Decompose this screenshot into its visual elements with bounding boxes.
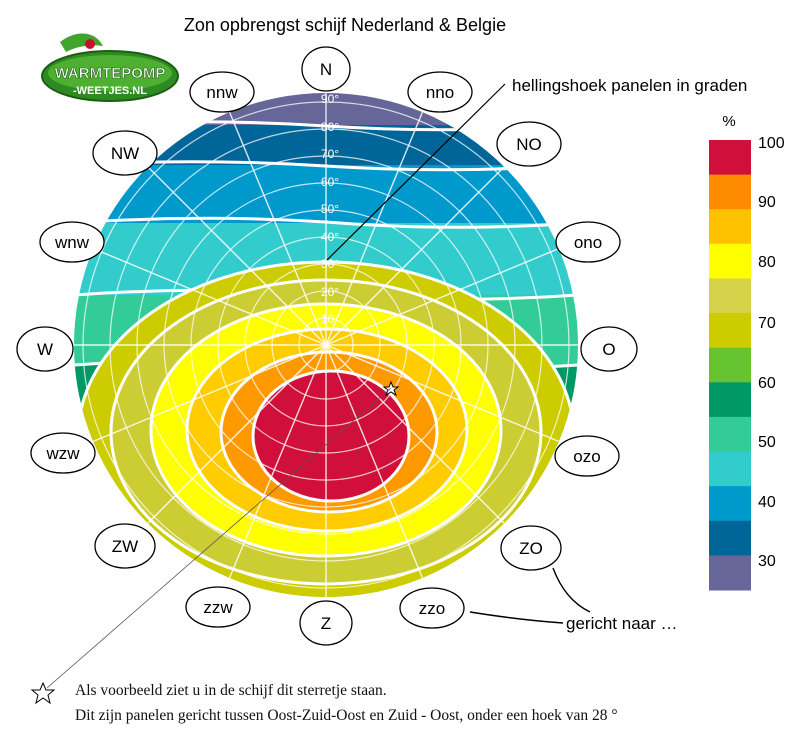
direction-label: nno	[426, 83, 454, 102]
legend-swatch	[709, 382, 751, 418]
legend-swatch	[709, 416, 751, 453]
footnote-line-2: Dit zijn panelen gericht tussen Oost-Zui…	[75, 707, 618, 724]
direction-label: N	[320, 60, 332, 79]
color-legend: % 100 90 80 70 60 50 40 30	[709, 113, 785, 591]
tilt-label: 80°	[321, 120, 339, 134]
legend-tick-label: 100	[758, 135, 785, 152]
direction-label: zzo	[419, 599, 445, 618]
direction-label: ZO	[519, 539, 543, 558]
diagram-title: Zon opbrengst schijf Nederland & Belgie	[184, 15, 506, 35]
direction-zo: ZO	[500, 525, 562, 571]
legend-tick-label: 40	[758, 494, 776, 511]
tilt-label: 30°	[321, 257, 339, 271]
direction-ozo: ozo	[554, 435, 620, 477]
direction-label: NO	[516, 135, 542, 154]
direction-n: N	[301, 46, 351, 92]
legend-swatch	[709, 140, 751, 176]
direction-label: wnw	[54, 233, 90, 252]
legend-tick-label: 70	[758, 315, 776, 332]
legend-tick-label: 30	[758, 553, 776, 570]
tilt-label: 10°	[321, 312, 339, 326]
example-pointer-line	[46, 387, 392, 689]
direction-no: NO	[496, 121, 562, 167]
legend-unit: %	[722, 113, 735, 130]
logo-line2: -WEETJES.NL	[73, 85, 147, 97]
legend-swatch	[709, 347, 751, 383]
footnote-line-1: Als voorbeeld ziet u in de schijf dit st…	[75, 682, 387, 699]
disc-grid	[74, 93, 578, 597]
direction-label: ono	[574, 233, 602, 252]
direction-label: zzw	[203, 598, 233, 617]
direction-label: NW	[111, 144, 139, 163]
direction-ono: ono	[555, 221, 621, 263]
legend-tick-label: 80	[758, 254, 776, 271]
direction-annotation: gericht naar …	[566, 614, 678, 633]
direction-o: O	[580, 326, 638, 372]
legend-swatch	[709, 486, 751, 522]
yield-disc: 90° 80° 70° 60° 50° 40° 30° 20° 10°	[74, 92, 578, 597]
legend-swatch	[709, 451, 751, 487]
tilt-label: 70°	[321, 147, 339, 161]
direction-nnw: nnw	[189, 71, 255, 113]
direction-label: ZW	[112, 537, 138, 556]
tilt-pointer-line	[326, 83, 506, 261]
legend-swatch	[709, 313, 751, 349]
legend-tick-label: 60	[758, 375, 776, 392]
ring-100-percent	[251, 369, 411, 503]
direction-label: ozo	[573, 447, 600, 466]
direction-zw: ZW	[94, 523, 156, 569]
tilt-labels: 90° 80° 70° 60° 50° 40° 30° 20° 10°	[321, 92, 339, 326]
direction-wzw: wzw	[30, 432, 96, 474]
footnote-star-icon	[30, 681, 56, 705]
legend-swatch	[709, 243, 751, 279]
direction-label: W	[37, 340, 53, 359]
direction-label: wzw	[45, 444, 80, 463]
direction-nno: nno	[407, 71, 473, 113]
direction-zzo: zzo	[399, 587, 465, 629]
legend-swatch	[709, 278, 751, 314]
direction-pointer-line	[552, 567, 591, 613]
direction-pointer-line-2	[469, 611, 564, 624]
legend-tick-label: 90	[758, 194, 776, 211]
legend-swatch	[709, 520, 751, 556]
tilt-label: 20°	[321, 285, 339, 299]
direction-label: nnw	[206, 83, 238, 102]
tilt-label: 90°	[321, 92, 339, 106]
tilt-label: 60°	[321, 175, 339, 189]
direction-w: W	[16, 326, 74, 372]
direction-z: Z	[299, 600, 353, 646]
direction-nw: NW	[92, 130, 158, 176]
tilt-label: 50°	[321, 202, 339, 216]
direction-label: Z	[321, 614, 331, 633]
legend-swatch	[709, 555, 751, 591]
direction-label: O	[602, 340, 615, 359]
legend-tick-label: 50	[758, 434, 776, 451]
direction-wnw: wnw	[39, 221, 105, 263]
warmtepomp-logo: WARMTEPOMP -WEETJES.NL	[41, 33, 179, 102]
tilt-label: 40°	[321, 230, 339, 244]
legend-swatch	[709, 209, 751, 245]
tilt-annotation: hellingshoek panelen in graden	[512, 76, 747, 95]
direction-zzw: zzw	[185, 586, 251, 628]
legend-swatch	[709, 174, 751, 210]
logo-line1: WARMTEPOMP	[55, 65, 166, 82]
